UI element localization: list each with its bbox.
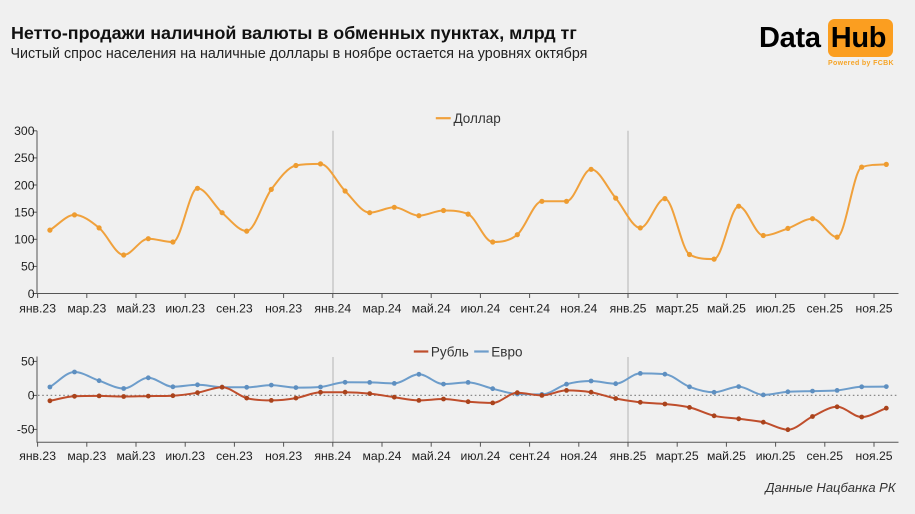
svg-text:Евро: Евро [491, 344, 522, 359]
svg-text:янв.23: янв.23 [19, 301, 56, 315]
svg-text:сен.25: сен.25 [807, 449, 844, 463]
svg-text:янв.25: янв.25 [610, 449, 647, 463]
svg-text:июл.25: июл.25 [756, 301, 796, 315]
svg-text:50: 50 [21, 355, 35, 369]
svg-text:Данные Нацбанка РК: Данные Нацбанка РК [763, 480, 896, 495]
svg-text:сент.24: сент.24 [509, 449, 550, 463]
svg-text:сент.24: сент.24 [509, 301, 550, 315]
svg-text:янв.24: янв.24 [314, 449, 351, 463]
svg-text:ноя.25: ноя.25 [855, 301, 892, 315]
svg-text:50: 50 [21, 260, 35, 274]
svg-text:май.25: май.25 [707, 301, 746, 315]
svg-text:мар.23: мар.23 [67, 301, 106, 315]
svg-text:ноя.24: ноя.24 [560, 449, 597, 463]
svg-text:март.25: март.25 [656, 301, 699, 315]
svg-text:июл.23: июл.23 [165, 449, 205, 463]
svg-text:150: 150 [14, 206, 35, 220]
svg-text:ноя.23: ноя.23 [265, 449, 302, 463]
svg-text:июл.25: июл.25 [756, 449, 796, 463]
svg-text:май.23: май.23 [117, 301, 156, 315]
svg-text:июл.24: июл.24 [461, 301, 501, 315]
svg-text:янв.24: янв.24 [314, 301, 351, 315]
svg-text:май.24: май.24 [412, 301, 451, 315]
svg-text:0: 0 [28, 287, 35, 301]
svg-text:сен.23: сен.23 [216, 301, 253, 315]
svg-text:сен.25: сен.25 [807, 301, 844, 315]
svg-text:Рубль: Рубль [431, 344, 469, 359]
svg-text:мар.24: мар.24 [363, 449, 402, 463]
svg-text:мар.23: мар.23 [67, 449, 106, 463]
svg-text:-50: -50 [17, 423, 35, 437]
svg-text:300: 300 [14, 124, 35, 138]
svg-text:сен.23: сен.23 [216, 449, 253, 463]
svg-text:Доллар: Доллар [454, 111, 501, 126]
svg-text:май.25: май.25 [707, 449, 746, 463]
svg-text:ноя.23: ноя.23 [265, 301, 302, 315]
svg-text:200: 200 [14, 178, 35, 192]
svg-text:март.25: март.25 [656, 449, 699, 463]
svg-text:май.23: май.23 [117, 449, 156, 463]
svg-text:250: 250 [14, 151, 35, 165]
svg-text:мар.24: мар.24 [363, 301, 402, 315]
svg-text:янв.25: янв.25 [610, 301, 647, 315]
svg-text:июл.24: июл.24 [461, 449, 501, 463]
svg-text:май.24: май.24 [412, 449, 451, 463]
svg-text:ноя.24: ноя.24 [560, 301, 597, 315]
svg-text:100: 100 [14, 233, 35, 247]
svg-text:0: 0 [28, 389, 35, 403]
svg-text:янв.23: янв.23 [19, 449, 56, 463]
svg-text:ноя.25: ноя.25 [855, 449, 892, 463]
svg-text:июл.23: июл.23 [165, 301, 205, 315]
